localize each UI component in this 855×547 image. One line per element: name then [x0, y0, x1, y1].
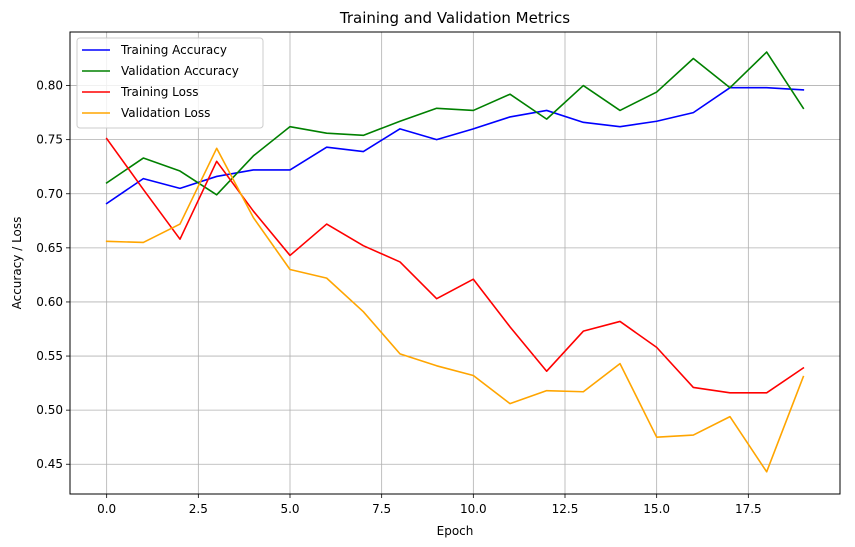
legend-label-training-loss: Training Loss [120, 85, 198, 99]
y-tick-label: 0.80 [36, 79, 63, 93]
series-lines [105, 51, 805, 473]
x-axis-ticks: 0.0 2.5 5.0 7.5 10.0 12.5 15.0 17.5 [97, 494, 762, 516]
series-line-training-accuracy [105, 86, 805, 205]
x-tick-label: 15.0 [643, 502, 670, 516]
plot-area-frame [69, 31, 841, 495]
y-tick-label: 0.75 [36, 133, 63, 147]
legend-items: Training Accuracy Validation Accuracy Trai… [82, 43, 239, 120]
x-tick-label: 5.0 [280, 502, 299, 516]
x-tick-label: 10.0 [460, 502, 487, 516]
y-tick-label: 0.65 [36, 241, 63, 255]
y-tick-label: 0.45 [36, 457, 63, 471]
legend: Training Accuracy Validation Accuracy Trai… [76, 37, 264, 129]
x-tick-label: 2.5 [189, 502, 208, 516]
legend-label-validation-accuracy: Validation Accuracy [121, 64, 239, 78]
legend-box [76, 37, 264, 129]
legend-label-training-accuracy: Training Accuracy [120, 43, 227, 57]
grid-lines [70, 32, 840, 494]
x-tick-label: 12.5 [552, 502, 579, 516]
x-tick-label: 7.5 [372, 502, 391, 516]
series-line-training-loss [105, 137, 805, 394]
series-line-validation-loss [105, 147, 805, 473]
y-tick-label: 0.55 [36, 349, 63, 363]
y-tick-label: 0.70 [36, 187, 63, 201]
legend-label-validation-loss: Validation Loss [121, 106, 210, 120]
y-axis-label: Accuracy / Loss [10, 217, 24, 310]
series-line-validation-accuracy [105, 51, 805, 196]
y-tick-label: 0.60 [36, 295, 63, 309]
chart-title: Training and Validation Metrics [339, 9, 570, 27]
y-axis-ticks: 0.45 0.50 0.55 0.60 0.65 0.70 0.75 0.80 [36, 79, 70, 471]
x-tick-label: 0.0 [97, 502, 116, 516]
y-tick-label: 0.50 [36, 403, 63, 417]
x-axis-label: Epoch [437, 524, 474, 538]
x-tick-label: 17.5 [735, 502, 762, 516]
